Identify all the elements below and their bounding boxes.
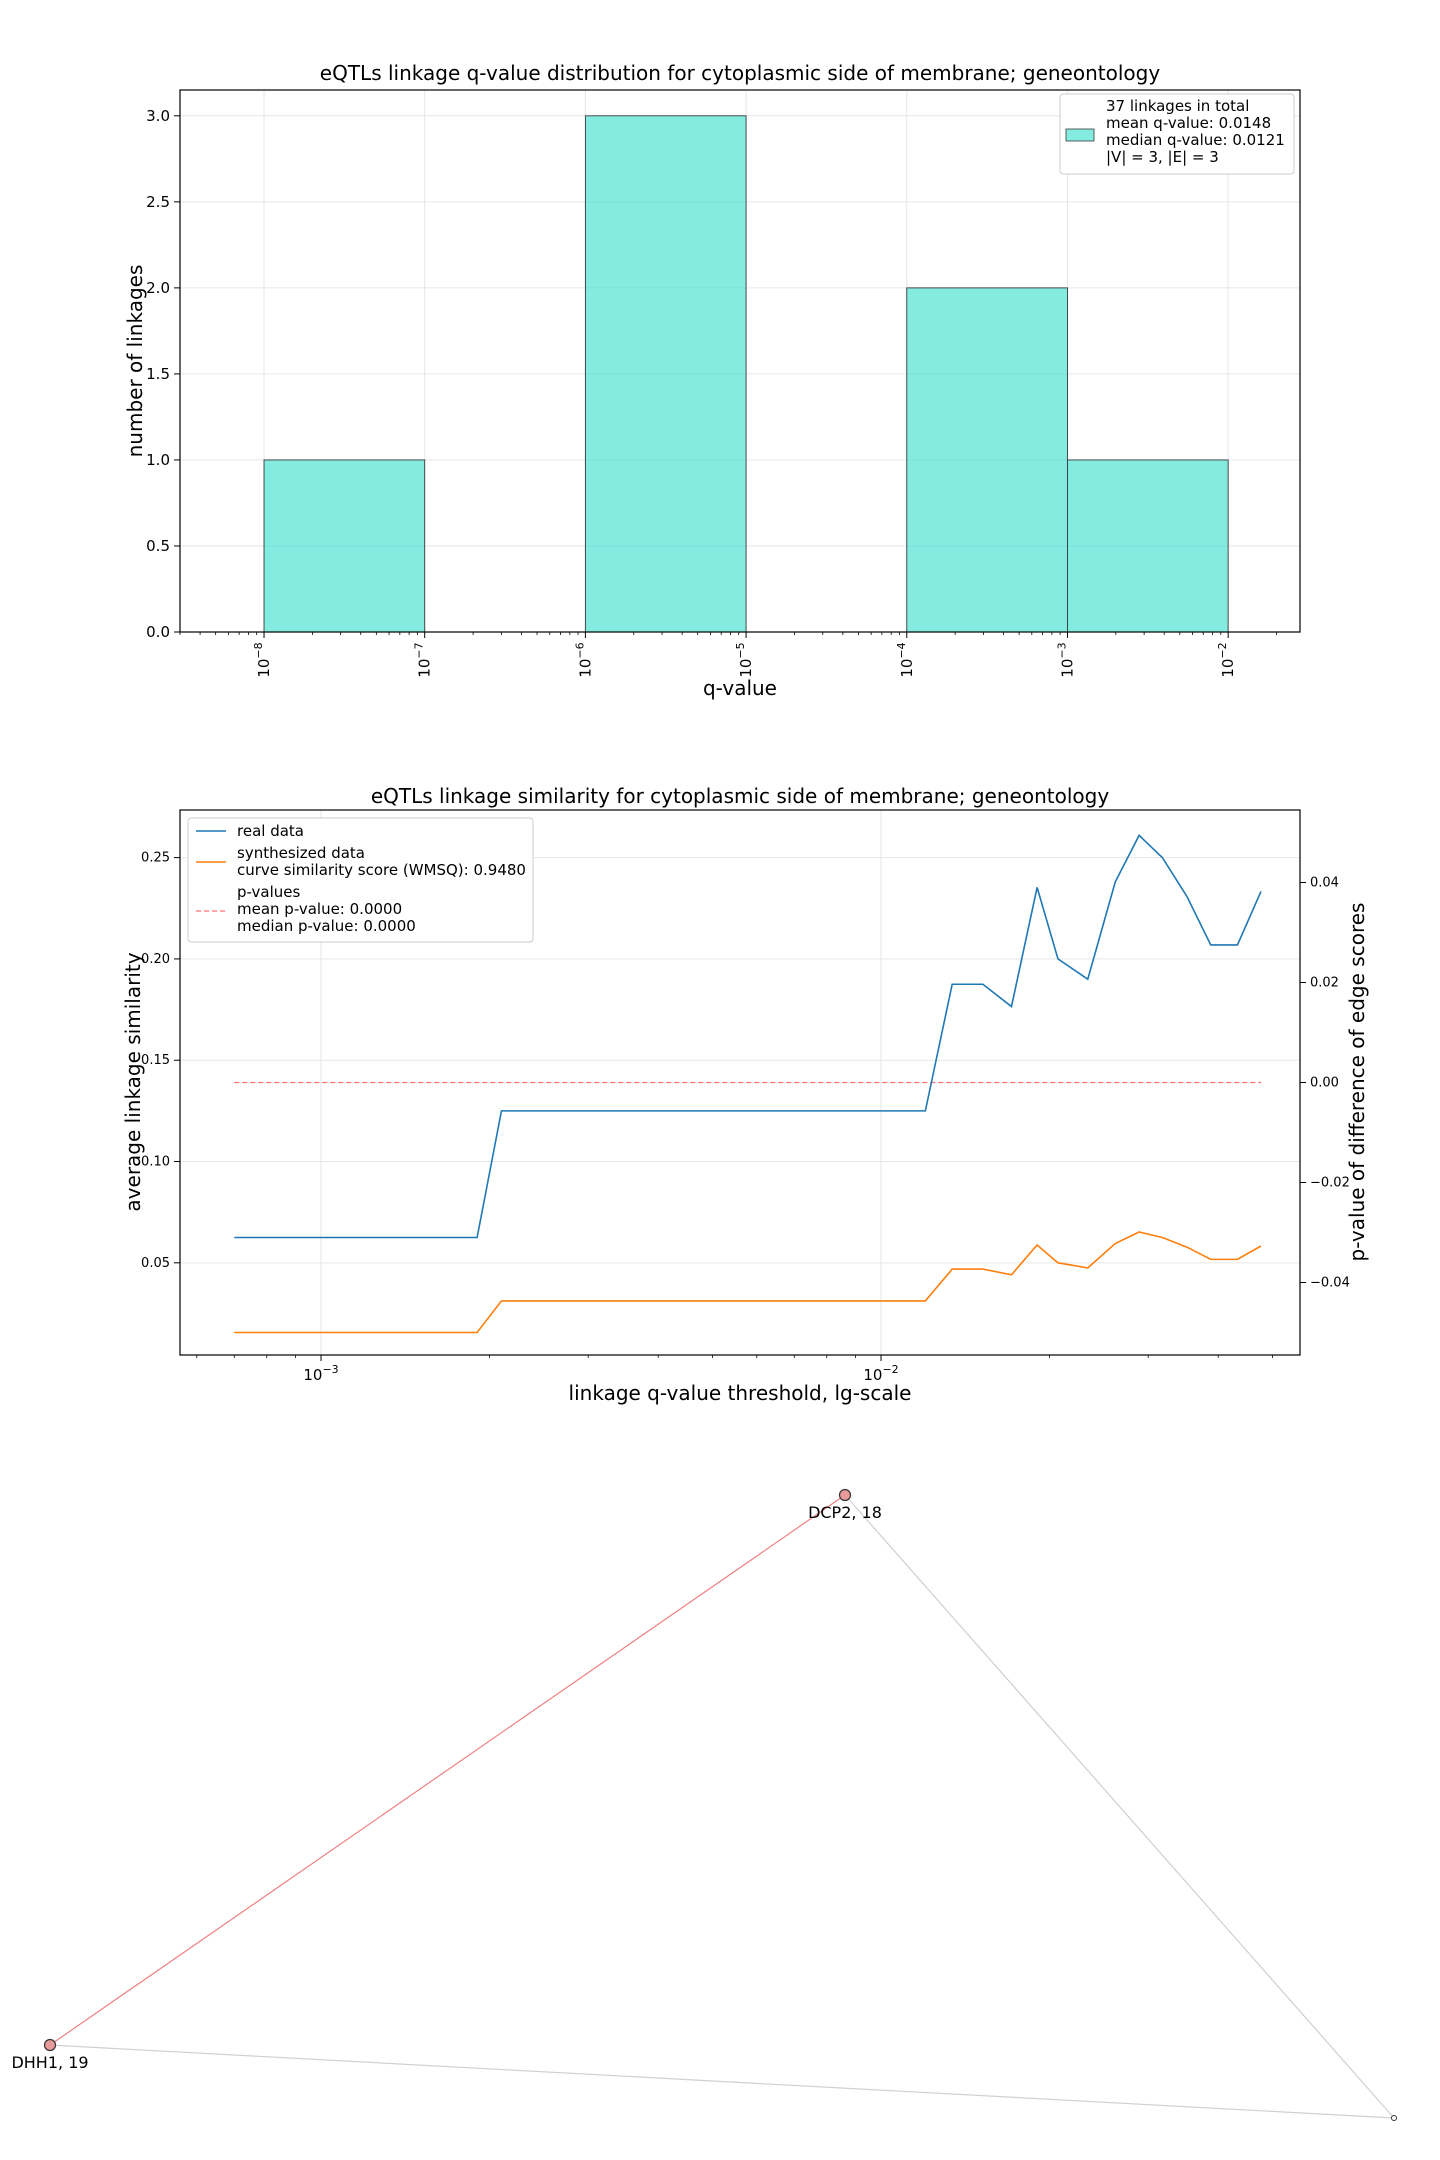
legend-pvalue-mean: mean p-value: 0.0000 [237, 900, 402, 918]
histogram-legend: 37 linkages in total mean q-value: 0.014… [1059, 93, 1295, 175]
similarity-legend-box [187, 817, 534, 943]
real-data-line [234, 834, 1262, 1239]
network-node-label-dcp2: DCP2, 18 [808, 1503, 882, 1522]
legend-line-mean: mean q-value: 0.0148 [1106, 114, 1271, 132]
similarity-y-label: average linkage similarity [121, 952, 145, 1211]
histogram-frame [179, 89, 1301, 633]
synthesized-data-line [234, 1231, 1262, 1334]
hist-bar-3 [1067, 459, 1229, 633]
hist-bar-1 [584, 115, 747, 633]
similarity-series [234, 834, 1262, 1334]
line-y2-tick-label: −0.04 [1310, 1276, 1350, 1291]
line-y-tick-label: 0.25 [141, 851, 170, 866]
hist-x-tick-label: 10−7 [413, 642, 434, 677]
hist-y-tick-label: 2.5 [146, 193, 170, 211]
histogram-title: eQTLs linkage q-value distribution for c… [320, 61, 1161, 85]
legend-pvalue-median: median p-value: 0.0000 [237, 917, 416, 935]
line-y-tick-label: 0.20 [141, 952, 170, 967]
similarity-y-ticks: 0.05 0.10 0.15 0.20 0.25 [141, 851, 180, 1271]
network-graph: DCP2, 18 DHH1, 19 [11, 1488, 1397, 2121]
network-edge-dcp2-dhh1 [49, 1494, 846, 2046]
similarity-legend: real data synthesized data curve similar… [187, 817, 534, 943]
line-y2-tick-label: 0.02 [1310, 976, 1339, 991]
legend-real-label: real data [237, 822, 304, 840]
histogram-legend-box [1059, 93, 1295, 175]
network-node-dhh1 [43, 2038, 57, 2052]
hist-x-tick-label: 10−4 [895, 642, 916, 677]
line-x-tick-label: 10−3 [303, 1363, 338, 1384]
histogram-y-label: number of linkages [123, 265, 147, 458]
similarity-x-ticks: 10−3 10−2 [196, 1355, 1273, 1384]
network-node-dcp2 [838, 1488, 852, 1502]
histogram-x-ticks: 10−8 10−7 10−6 10−5 10−4 10−3 10−2 [179, 632, 1277, 678]
hist-x-tick-label: 10−8 [252, 642, 273, 677]
network-node-label-dhh1: DHH1, 19 [11, 2053, 88, 2072]
similarity-title: eQTLs linkage similarity for cytoplasmic… [371, 784, 1109, 808]
similarity-panel: eQTLs linkage similarity for cytoplasmic… [121, 784, 1369, 1405]
hist-x-tick-label: 10−2 [1216, 642, 1237, 677]
line-y-tick-label: 0.15 [141, 1053, 170, 1068]
hist-y-tick-label: 0.0 [146, 623, 170, 641]
histogram-y-ticks: 0.0 0.5 1.0 1.5 2.0 2.5 3.0 [146, 107, 180, 641]
hist-y-tick-label: 0.5 [146, 537, 170, 555]
hist-x-tick-label: 10−6 [573, 642, 594, 677]
network-node-unlabeled [1391, 2115, 1397, 2121]
line-y-tick-label: 0.05 [141, 1256, 170, 1271]
legend-pvalue-label: p-values [237, 883, 301, 901]
legend-synth-score: curve similarity score (WMSQ): 0.9480 [237, 861, 526, 879]
hist-x-tick-label: 10−5 [734, 642, 755, 677]
similarity-y2-ticks: −0.04 −0.02 0.00 0.02 0.04 [1300, 876, 1350, 1291]
histogram-legend-swatch [1065, 128, 1095, 142]
line-y2-tick-label: 0.00 [1310, 1076, 1339, 1091]
similarity-y2-label: p-value of difference of edge scores [1345, 903, 1369, 1262]
histogram-bars [263, 115, 1229, 633]
legend-line-total: 37 linkages in total [1106, 97, 1249, 115]
network-edge-dhh1-n3 [49, 2044, 1395, 2119]
hist-bar-2 [906, 287, 1068, 633]
hist-x-tick-label: 10−3 [1055, 642, 1076, 677]
histogram-panel: eQTLs linkage q-value distribution for c… [123, 61, 1301, 700]
hist-y-tick-label: 1.5 [146, 365, 170, 383]
line-y-tick-label: 0.10 [141, 1155, 170, 1170]
line-y2-tick-label: −0.02 [1310, 1176, 1350, 1191]
histogram-x-label: q-value [703, 676, 777, 700]
legend-synth-label: synthesized data [237, 844, 365, 862]
line-y2-tick-label: 0.04 [1310, 876, 1339, 891]
legend-line-median: median q-value: 0.0121 [1106, 131, 1285, 149]
hist-y-tick-label: 2.0 [146, 279, 170, 297]
hist-y-tick-label: 1.0 [146, 451, 170, 469]
network-edge-dcp2-n3 [844, 1494, 1395, 2119]
legend-line-graph-size: |V| = 3, |E| = 3 [1106, 148, 1219, 166]
hist-bar-0 [263, 459, 426, 633]
line-x-tick-label: 10−2 [863, 1363, 898, 1384]
similarity-x-label: linkage q-value threshold, lg-scale [569, 1381, 912, 1405]
hist-y-tick-label: 3.0 [146, 107, 170, 125]
